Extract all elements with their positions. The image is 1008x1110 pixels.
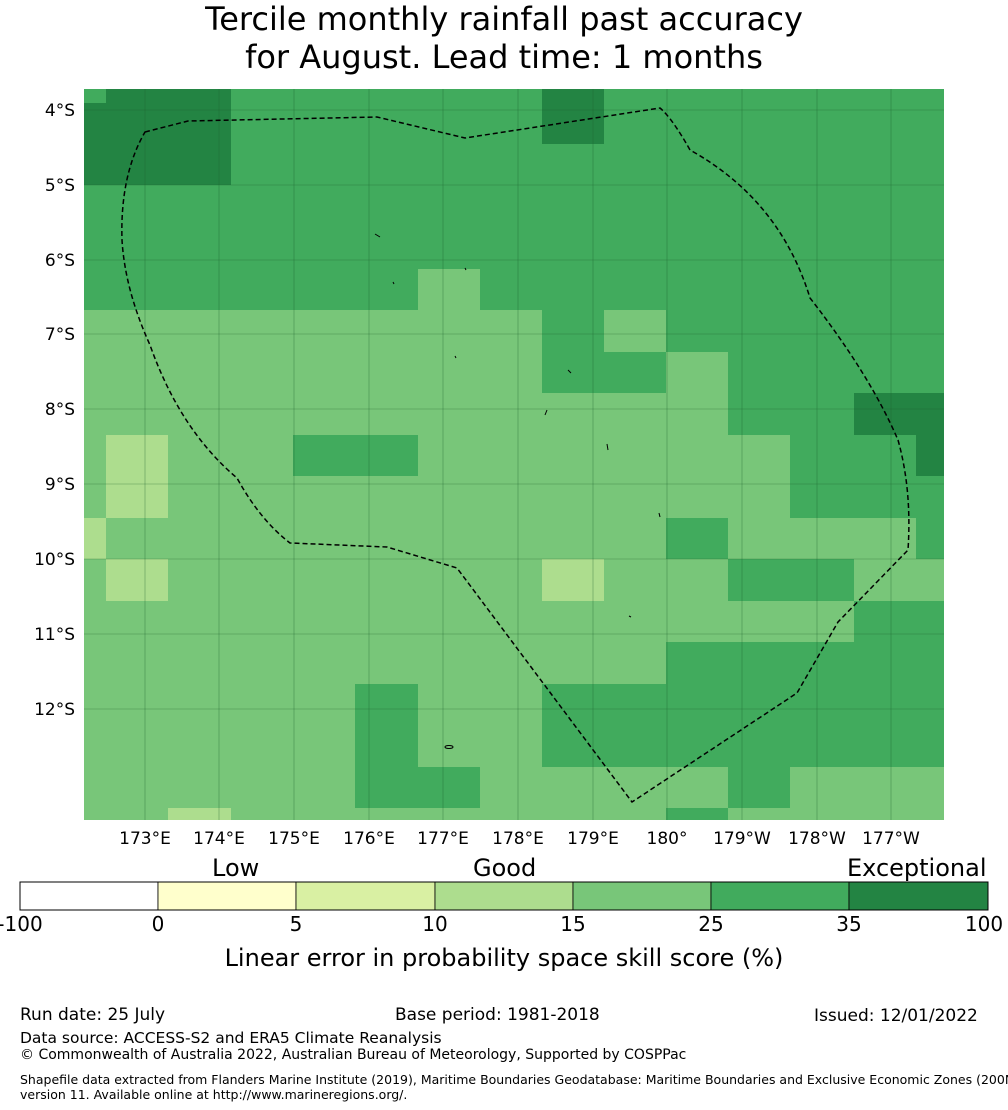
skill-cell xyxy=(84,518,106,559)
island xyxy=(464,267,467,271)
skill-cell xyxy=(106,435,168,518)
skill-cell xyxy=(106,559,168,601)
skill-cell xyxy=(790,767,944,820)
latitude-label: 7°S xyxy=(45,325,75,345)
skill-cell xyxy=(666,518,728,559)
latitude-label: 10°S xyxy=(34,550,75,570)
colorbar-tick: 10 xyxy=(422,912,448,936)
island xyxy=(567,369,572,374)
base-period: Base period: 1981-2018 xyxy=(395,1005,600,1025)
island xyxy=(374,233,381,238)
skill-cell xyxy=(84,310,542,352)
island xyxy=(454,355,457,359)
map-title-line-2: for August. Lead time: 1 months xyxy=(245,38,763,76)
latitude-label: 9°S xyxy=(45,475,75,495)
island xyxy=(628,615,632,618)
issued-date: Issued: 12/01/2022 xyxy=(814,1006,978,1026)
colorbar-segment xyxy=(19,881,159,911)
colorbar-label: Linear error in probability space skill … xyxy=(224,944,784,972)
colorbar-category-low: Low xyxy=(212,854,260,882)
latitude-label: 12°S xyxy=(34,700,75,720)
skill-cell xyxy=(168,808,231,820)
skill-cell xyxy=(84,103,168,144)
eez-boundary xyxy=(121,107,910,804)
skill-cell xyxy=(728,767,790,808)
longitude-label: 179°W xyxy=(713,829,771,849)
longitude-label: 177°W xyxy=(862,829,920,849)
longitude-label: 177°E xyxy=(417,829,469,849)
island xyxy=(606,443,609,451)
skill-cell xyxy=(293,435,418,476)
colorbar-segment xyxy=(295,881,436,911)
skill-cell xyxy=(604,352,666,393)
skill-cell xyxy=(542,559,604,601)
colorbar-segment xyxy=(710,881,850,911)
colorbar-category-good: Good xyxy=(473,854,537,882)
skill-cell xyxy=(916,476,944,559)
colorbar-segment xyxy=(157,881,297,911)
island xyxy=(658,512,661,518)
colorbar-frame xyxy=(19,881,989,911)
latitude-label: 6°S xyxy=(45,251,75,271)
skill-cell xyxy=(418,269,480,310)
map-gridlines xyxy=(84,89,944,820)
shapefile-credit-2: version 11. Available online at http://w… xyxy=(20,1087,408,1102)
skill-cell xyxy=(916,435,944,476)
skill-cell xyxy=(542,767,728,808)
colorbar-tick: 15 xyxy=(560,912,586,936)
latitude-label: 4°S xyxy=(45,101,75,121)
colorbar-tick: 5 xyxy=(289,912,303,936)
skill-cell xyxy=(666,310,944,352)
data-source: Data source: ACCESS-S2 and ERA5 Climate … xyxy=(20,1029,442,1047)
skill-cell xyxy=(418,767,480,808)
longitude-label: 173°E xyxy=(119,829,171,849)
colorbar-segment xyxy=(848,881,989,911)
latitude-labels: 4°S 5°S 6°S 7°S 8°S 9°S 10°S 11°S 12°S xyxy=(34,101,75,720)
longitude-label: 174°E xyxy=(193,829,245,849)
longitude-label: 175°E xyxy=(268,829,320,849)
run-date: Run date: 25 July xyxy=(20,1005,166,1025)
colorbar-tick: -100 xyxy=(0,912,43,936)
islands xyxy=(374,233,661,749)
skill-cell xyxy=(542,684,944,767)
shapefile-credit-1: Shapefile data extracted from Flanders M… xyxy=(20,1072,1008,1087)
copyright: © Commonwealth of Australia 2022, Austra… xyxy=(20,1047,687,1063)
skill-cell xyxy=(84,144,106,185)
skill-cell xyxy=(854,601,944,642)
latitude-label: 8°S xyxy=(45,400,75,420)
colorbar-category-exceptional: Exceptional xyxy=(847,854,987,882)
skill-cell xyxy=(604,310,666,352)
skill-cell xyxy=(542,310,604,393)
longitude-label: 180° xyxy=(647,829,688,849)
skill-cell xyxy=(666,642,944,684)
colorbar-tick: 25 xyxy=(698,912,724,936)
skill-cell xyxy=(355,684,418,808)
colorbar-tick: 0 xyxy=(151,912,165,936)
island xyxy=(444,745,454,749)
longitude-label: 179°E xyxy=(567,829,619,849)
longitude-label: 178°W xyxy=(788,829,846,849)
skill-grid xyxy=(84,89,944,820)
skill-cell xyxy=(728,559,854,601)
skill-cell xyxy=(854,393,944,435)
island xyxy=(544,409,548,416)
skill-cell xyxy=(666,808,728,820)
skill-cell xyxy=(542,89,604,144)
longitude-labels: 173°E 174°E 175°E 176°E 177°E 178°E 179°E 180° 1… xyxy=(119,829,920,849)
longitude-label: 176°E xyxy=(343,829,395,849)
map-title: Tercile monthly rainfall past accuracy f… xyxy=(0,0,1008,76)
colorbar-tick: 100 xyxy=(964,912,1004,936)
latitude-label: 5°S xyxy=(45,176,75,196)
colorbar-tick: 35 xyxy=(836,912,862,936)
colorbar xyxy=(19,881,989,911)
longitude-label: 178°E xyxy=(492,829,544,849)
colorbar-segment xyxy=(572,881,712,911)
map-title-line-1: Tercile monthly rainfall past accuracy xyxy=(205,0,803,38)
skill-cell xyxy=(790,435,916,518)
island xyxy=(392,281,395,285)
latitude-label: 11°S xyxy=(34,625,75,645)
colorbar-segment xyxy=(434,881,574,911)
